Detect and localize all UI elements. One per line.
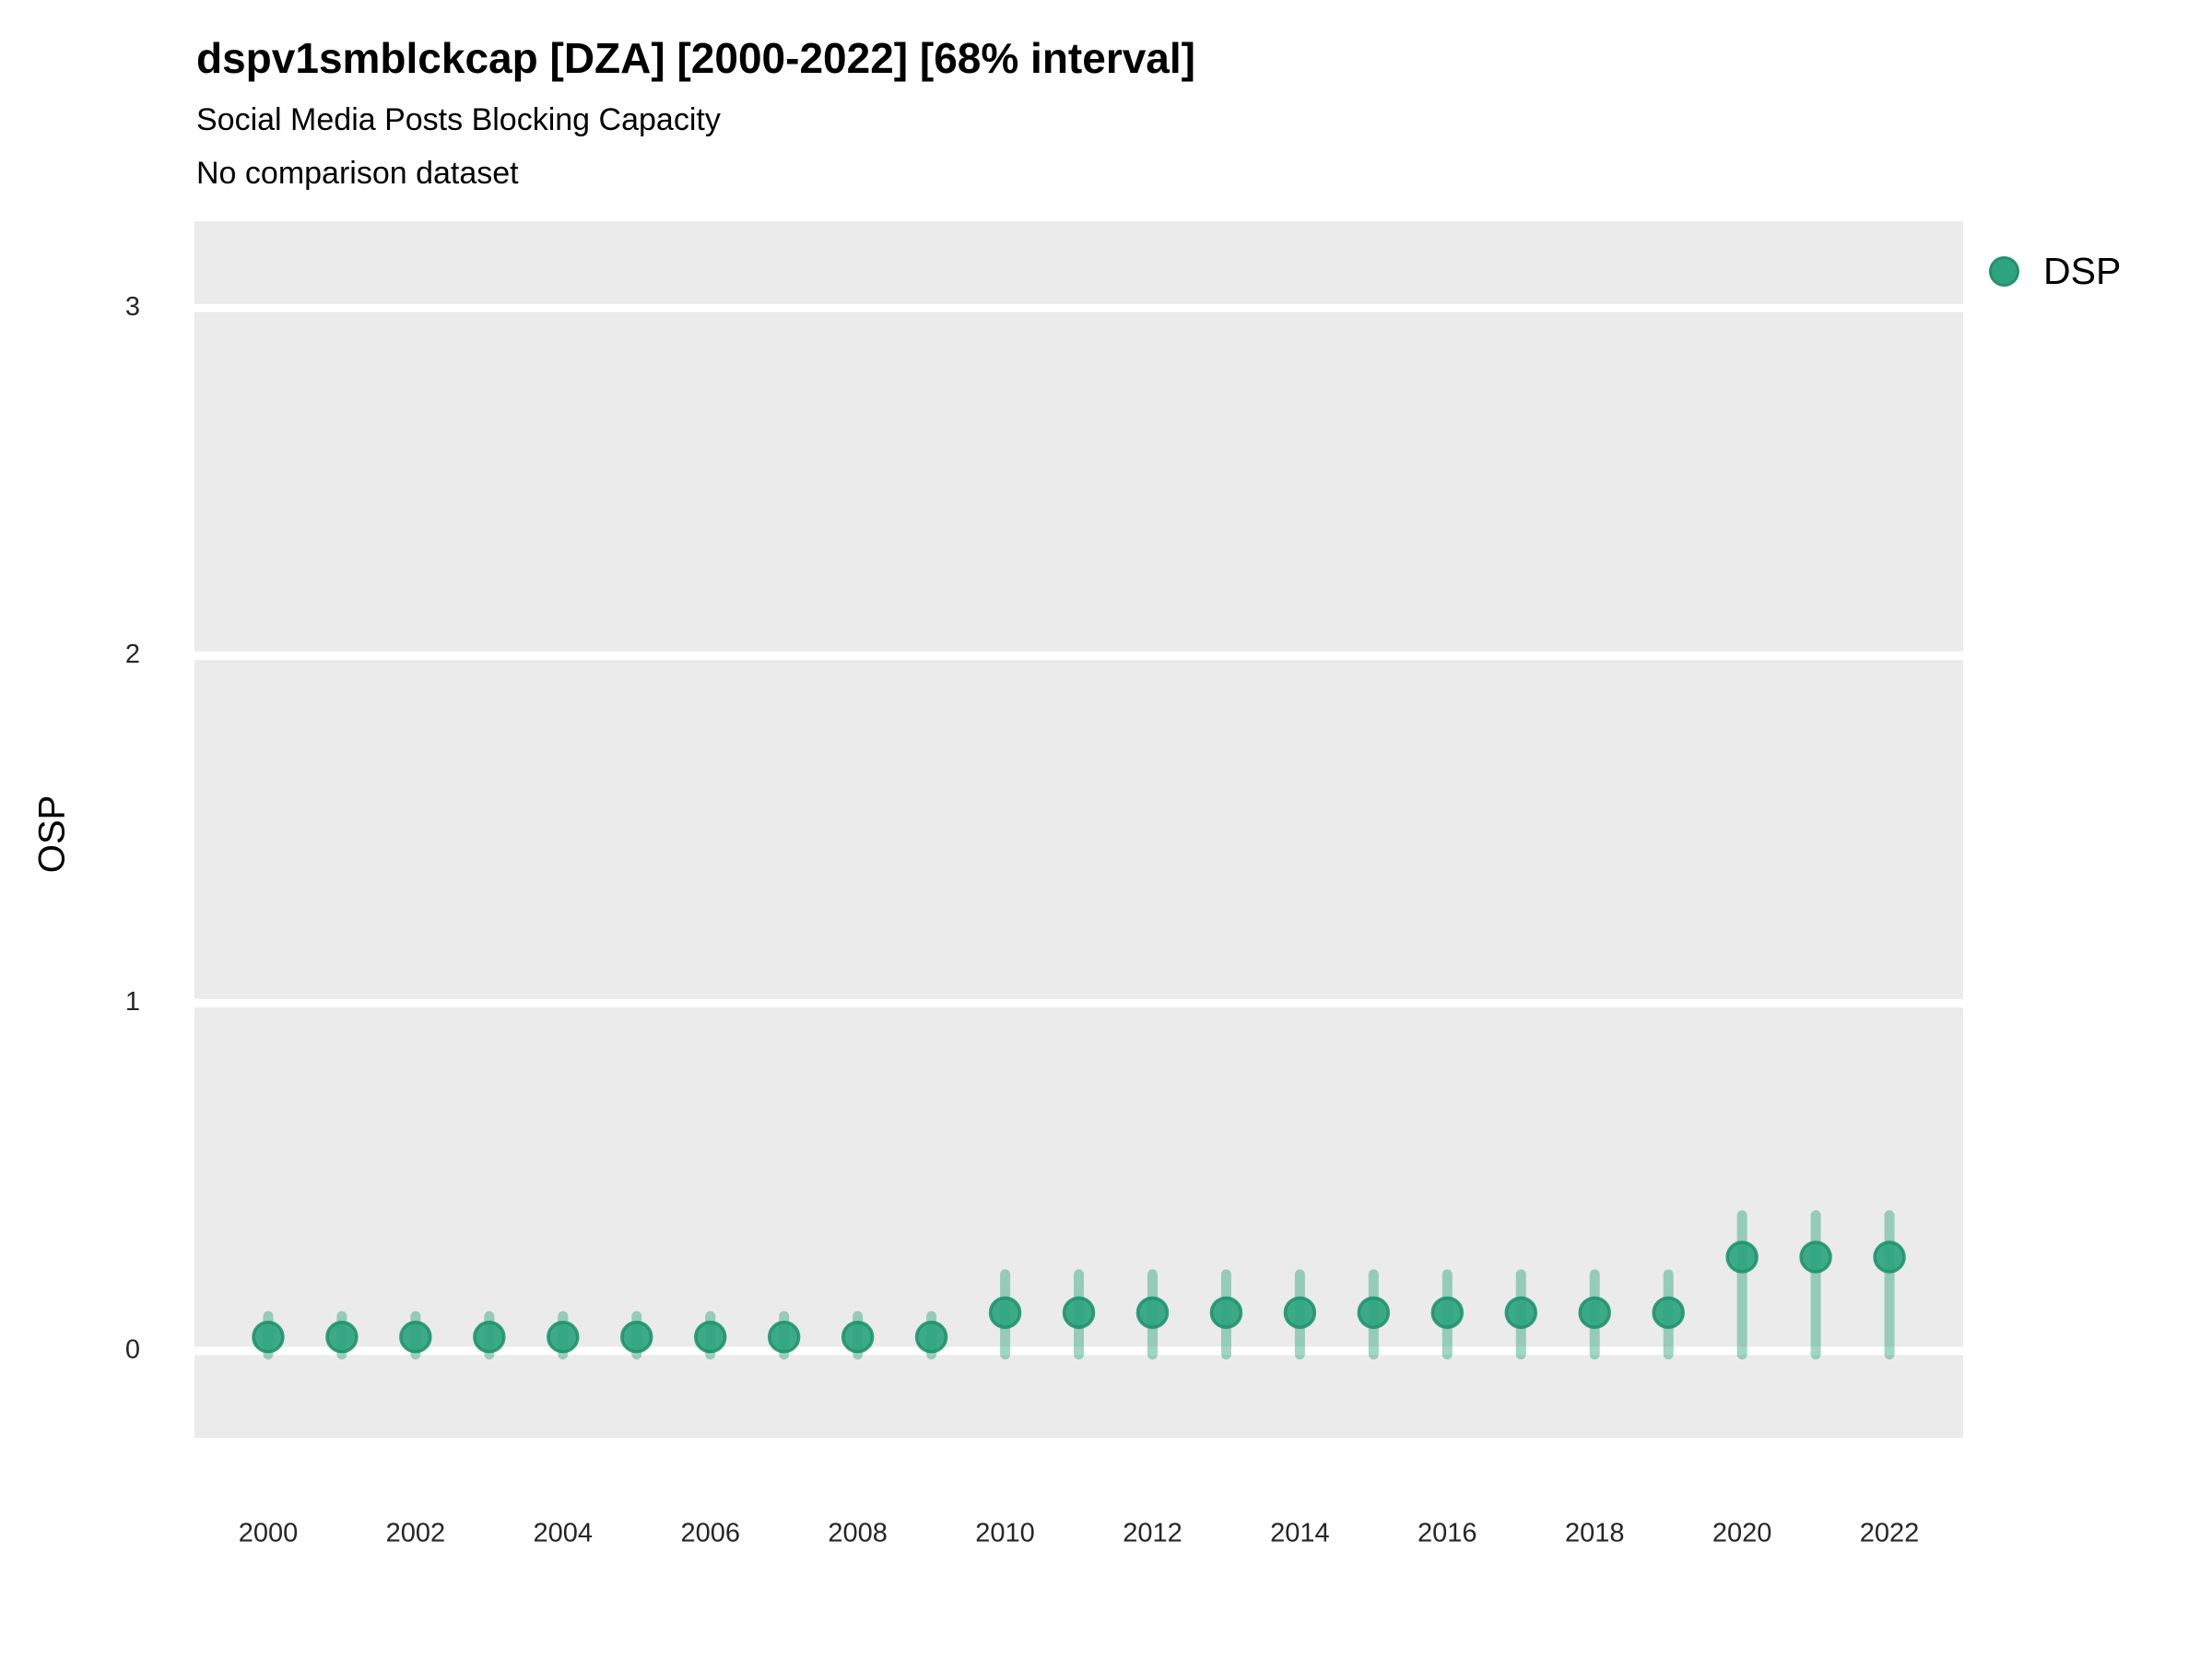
chart-subtitle: Social Media Posts Blocking Capacity: [196, 102, 721, 137]
data-point-2006: [693, 1320, 727, 1354]
x-tick-label-2008: 2008: [828, 1519, 888, 1548]
data-point-2015: [1357, 1296, 1391, 1329]
legend-swatch-dsp: [1989, 256, 2019, 287]
x-tick-label-2014: 2014: [1270, 1519, 1330, 1548]
data-point-2008: [841, 1320, 875, 1354]
data-point-2021: [1799, 1241, 1832, 1274]
data-point-2000: [252, 1320, 285, 1354]
y-gridline-3: [194, 303, 1963, 312]
x-tick-label-2012: 2012: [1123, 1519, 1182, 1548]
x-tick-label-2018: 2018: [1565, 1519, 1625, 1548]
data-point-2017: [1504, 1296, 1537, 1329]
data-point-2010: [988, 1296, 1022, 1329]
x-tick-label-2006: 2006: [680, 1519, 740, 1548]
y-gridline-2: [194, 651, 1963, 660]
data-point-2005: [620, 1320, 653, 1354]
data-point-2018: [1578, 1296, 1611, 1329]
data-point-2002: [399, 1320, 432, 1354]
x-tick-label-2004: 2004: [534, 1519, 594, 1548]
x-tick-label-2022: 2022: [1860, 1519, 1920, 1548]
legend-label-dsp: DSP: [2043, 250, 2122, 292]
chart-title: dspv1smblckcap [DZA] [2000-2022] [68% in…: [196, 34, 1195, 82]
x-tick-label-2000: 2000: [239, 1519, 299, 1548]
x-tick-label-2020: 2020: [1712, 1519, 1772, 1548]
x-tick-label-2002: 2002: [386, 1519, 446, 1548]
data-point-2013: [1209, 1296, 1243, 1329]
data-point-2009: [914, 1320, 948, 1354]
x-tick-label-2010: 2010: [975, 1519, 1035, 1548]
data-point-2012: [1135, 1296, 1170, 1329]
data-point-2022: [1873, 1241, 1906, 1274]
data-point-2001: [325, 1320, 359, 1354]
y-tick-label-2: 2: [125, 640, 140, 669]
data-point-2011: [1062, 1296, 1096, 1329]
y-gridline-0: [194, 1347, 1963, 1356]
plot-panel: [194, 221, 1963, 1438]
comparison-note: No comparison dataset: [196, 156, 519, 191]
y-tick-label-3: 3: [125, 292, 140, 322]
data-point-2003: [473, 1320, 506, 1354]
y-tick-label-1: 1: [125, 987, 140, 1017]
data-point-2014: [1283, 1296, 1317, 1329]
data-point-2004: [547, 1320, 580, 1354]
x-tick-label-2016: 2016: [1418, 1519, 1477, 1548]
legend: DSP: [1989, 253, 2121, 290]
data-point-2020: [1725, 1241, 1759, 1274]
y-gridline-1: [194, 999, 1963, 1008]
y-tick-label-0: 0: [125, 1335, 140, 1364]
data-point-2016: [1430, 1296, 1465, 1329]
data-point-2019: [1652, 1296, 1685, 1329]
data-point-2007: [767, 1320, 801, 1354]
